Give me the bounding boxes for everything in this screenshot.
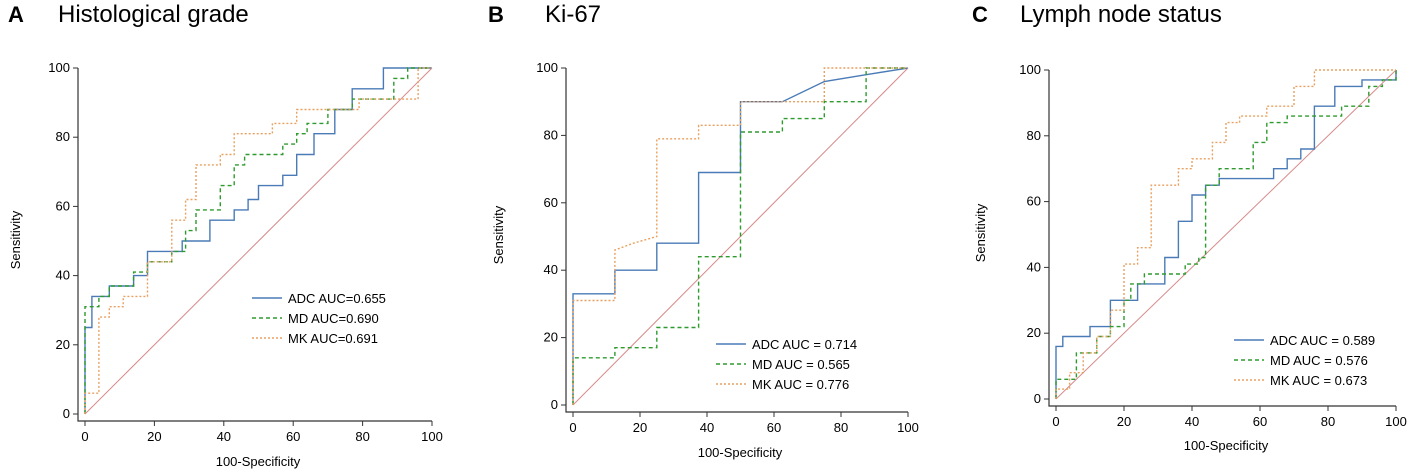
y-tick-label: 80 (1027, 128, 1041, 143)
roc-curve-md (572, 67, 908, 405)
roc-panel-b: B Ki-67 0 20 40 60 80 100 0 20 40 60 80 100 Sensitivit… (488, 1, 919, 460)
x-tick-label: 20 (1117, 414, 1131, 429)
y-tick-label: 40 (1027, 259, 1041, 274)
legend: ADC AUC = 0.714 MD AUC = 0.565 MK AUC = 0.… (708, 336, 868, 402)
roc-panel-c: C Lymph node status 0 20 40 60 80 100 0 20 40 60 80 1… (972, 1, 1407, 453)
roc-curve-mk (1055, 69, 1396, 399)
y-tick-label: 0 (1034, 391, 1041, 406)
panel-letter: B (488, 2, 504, 27)
x-tick-label: 40 (1185, 414, 1199, 429)
x-tick-label: 60 (1253, 414, 1267, 429)
legend-label-adc: ADC AUC=0.655 (288, 291, 386, 306)
y-tick-label: 100 (536, 60, 558, 75)
legend-label-mk: MK AUC = 0.776 (752, 377, 849, 392)
y-tick-label: 60 (56, 198, 70, 213)
y-tick-label: 0 (551, 397, 558, 412)
x-tick-label: 0 (1052, 414, 1059, 429)
y-tick-label: 80 (56, 129, 70, 144)
x-tick-label: 20 (633, 420, 647, 435)
y-axis-label: Sensitivity (973, 203, 988, 262)
y-tick-label: 60 (1027, 194, 1041, 209)
x-tick-label: 40 (700, 420, 714, 435)
legend-label-mk: MK AUC = 0.673 (1270, 373, 1367, 388)
legend-box (708, 336, 868, 402)
y-tick-label: 20 (544, 330, 558, 345)
y-tick-label: 60 (544, 195, 558, 210)
x-tick-label: 80 (1321, 414, 1335, 429)
y-tick-label: 80 (544, 127, 558, 142)
y-tick-label: 40 (544, 262, 558, 277)
y-tick-label: 20 (1027, 325, 1041, 340)
legend-label-mk: MK AUC=0.691 (288, 331, 378, 346)
legend-label-adc: ADC AUC = 0.714 (752, 337, 857, 352)
roc-curve-md (1055, 70, 1397, 399)
x-tick-label: 20 (147, 429, 161, 444)
legend: ADC AUC=0.655 MD AUC=0.690 MK AUC=0.691 (244, 290, 394, 356)
panel-letter: A (8, 2, 24, 27)
reference-diagonal (84, 67, 433, 415)
x-axis-label: 100-Specificity (1184, 438, 1269, 453)
roc-curve-md (84, 67, 432, 414)
legend: ADC AUC = 0.589 MD AUC = 0.576 MK AUC = 0.… (1226, 332, 1376, 398)
roc-curve-mk (572, 67, 908, 405)
legend-label-md: MD AUC = 0.576 (1270, 353, 1368, 368)
x-tick-label: 60 (286, 429, 300, 444)
axis-frame (77, 68, 432, 422)
panel-title: Lymph node status (1020, 1, 1222, 28)
panel-title: Histological grade (58, 1, 249, 28)
y-tick-label: 100 (1019, 62, 1041, 77)
roc-panel-a: A Histological grade 0 20 40 60 80 100 0 20 40 60 80… (8, 1, 443, 469)
panel-title: Ki-67 (545, 1, 601, 28)
x-tick-label: 0 (569, 420, 576, 435)
x-axis-label: 100-Specificity (216, 454, 301, 469)
y-axis-label: Sensitivity (8, 210, 23, 269)
reference-diagonal (1055, 69, 1397, 400)
panel-letter: C (972, 2, 988, 27)
y-tick-label: 0 (63, 406, 70, 421)
y-tick-label: 40 (56, 268, 70, 283)
legend-label-md: MD AUC = 0.565 (752, 357, 850, 372)
y-axis-label: Sensitivity (491, 205, 506, 264)
legend-label-adc: ADC AUC = 0.589 (1270, 333, 1375, 348)
axis-frame (565, 68, 908, 413)
y-tick-label: 100 (48, 60, 70, 75)
x-tick-label: 60 (767, 420, 781, 435)
axis-frame (1048, 70, 1396, 407)
roc-curve-mk (84, 67, 432, 414)
x-tick-label: 100 (1385, 414, 1407, 429)
y-tick-label: 20 (56, 337, 70, 352)
x-tick-label: 100 (421, 429, 443, 444)
x-tick-label: 40 (217, 429, 231, 444)
legend-label-md: MD AUC=0.690 (288, 311, 379, 326)
legend-box (1226, 332, 1376, 398)
x-tick-label: 100 (897, 420, 919, 435)
legend-box (244, 290, 394, 356)
x-tick-label: 0 (81, 429, 88, 444)
x-tick-label: 80 (355, 429, 369, 444)
x-axis-label: 100-Specificity (698, 445, 783, 460)
roc-curve-adc (84, 67, 432, 414)
x-tick-label: 80 (834, 420, 848, 435)
